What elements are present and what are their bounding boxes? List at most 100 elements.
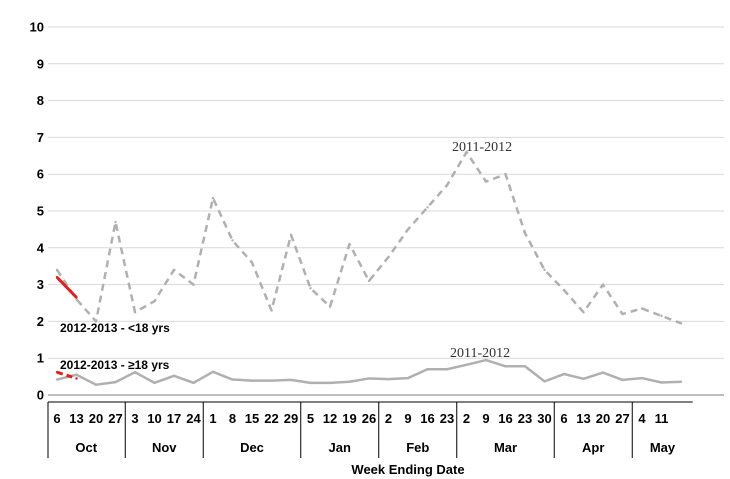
x-tick-label: 26 <box>362 411 376 426</box>
data-point <box>270 309 273 312</box>
data-point <box>289 378 293 382</box>
data-point <box>211 196 215 200</box>
data-point <box>328 381 332 385</box>
data-point <box>231 239 234 242</box>
data-point <box>94 383 98 386</box>
series-line-2 <box>55 276 78 299</box>
data-point <box>192 283 195 286</box>
x-tick-label: 16 <box>498 411 512 426</box>
data-point <box>328 305 332 308</box>
data-point <box>289 233 293 237</box>
y-tick-label: 8 <box>37 93 44 108</box>
month-label: May <box>650 440 676 455</box>
x-tick-label: 4 <box>638 411 646 426</box>
data-point <box>543 380 546 383</box>
x-tick-label: 5 <box>307 411 314 426</box>
x-tick-label: 17 <box>167 411 181 426</box>
data-point <box>153 299 156 303</box>
data-point <box>114 380 117 384</box>
x-tick-label: 15 <box>245 411 259 426</box>
data-point <box>250 379 254 382</box>
y-tick-label: 9 <box>37 56 44 71</box>
data-point <box>309 381 312 385</box>
month-label: Nov <box>152 440 177 455</box>
annotation-2011-2012-adult: 2011-2012 <box>450 346 510 361</box>
data-point <box>504 365 507 368</box>
x-tick-label: 3 <box>131 411 138 426</box>
x-tick-label: 1 <box>209 411 216 426</box>
x-tick-label: 16 <box>420 411 434 426</box>
data-point <box>75 377 78 380</box>
x-axis-title: Week Ending Date <box>351 462 464 477</box>
y-tick-label: 1 <box>37 351 44 366</box>
data-point <box>621 312 624 316</box>
data-point <box>133 370 137 374</box>
y-axis-ticks: 0 1 2 3 4 5 6 7 8 9 10 <box>30 20 45 403</box>
month-label: Apr <box>582 440 604 455</box>
data-point <box>231 378 234 381</box>
data-point <box>133 311 137 314</box>
data-point <box>640 307 644 310</box>
data-point <box>562 372 566 376</box>
data-point <box>484 358 488 362</box>
data-point <box>660 314 663 318</box>
data-point <box>465 363 468 367</box>
data-point <box>211 370 215 374</box>
data-point <box>55 276 59 279</box>
data-point <box>406 228 410 231</box>
data-point <box>270 379 273 382</box>
data-point <box>250 261 254 264</box>
y-tick-label: 2 <box>37 314 44 329</box>
annotation-2012-2013-18-plus: 2012-2013 - ≥18 yrs <box>60 358 170 372</box>
data-point <box>484 180 488 183</box>
data-point <box>660 381 663 384</box>
x-tick-label: 23 <box>440 411 454 426</box>
month-label: Feb <box>406 440 429 455</box>
data-point <box>621 378 624 382</box>
data-point <box>406 376 410 380</box>
data-point <box>445 368 449 371</box>
month-label: Oct <box>75 440 97 455</box>
data-point <box>75 373 78 376</box>
y-tick-label: 6 <box>37 167 44 182</box>
data-point <box>348 242 351 246</box>
x-tick-label: 27 <box>615 411 629 426</box>
data-point <box>543 268 546 272</box>
annotation-2011-2012-pediatric: 2011-2012 <box>452 140 512 155</box>
data-point <box>153 381 156 385</box>
data-point <box>172 268 176 272</box>
series-line-0 <box>55 150 682 325</box>
data-point <box>309 287 312 290</box>
data-point <box>55 268 59 272</box>
x-tick-label: 6 <box>560 411 567 426</box>
data-point <box>426 368 429 371</box>
data-point <box>367 377 371 380</box>
series-layer <box>55 150 683 386</box>
data-point <box>75 298 78 301</box>
data-point <box>504 173 507 176</box>
data-point <box>75 296 78 299</box>
x-tick-label: 24 <box>186 411 201 426</box>
x-tick-label: 20 <box>596 411 610 426</box>
x-tick-label: 9 <box>482 411 489 426</box>
data-point <box>348 380 351 383</box>
data-point <box>465 150 468 154</box>
x-tick-label: 10 <box>147 411 161 426</box>
x-tick-label: 20 <box>89 411 103 426</box>
data-point <box>582 377 585 381</box>
data-point <box>523 231 527 235</box>
data-point <box>562 288 566 292</box>
series-annotations: 2011-2012 2011-2012 2012-2013 - <18 yrs … <box>60 140 512 372</box>
x-tick-label: 13 <box>576 411 590 426</box>
month-label: Jan <box>329 440 351 455</box>
month-label: Dec <box>240 440 264 455</box>
data-point <box>94 320 98 323</box>
data-point <box>367 279 371 283</box>
y-tick-label: 0 <box>37 388 44 403</box>
x-tick-label: 11 <box>655 411 669 426</box>
data-point <box>387 377 390 381</box>
data-point <box>55 378 59 381</box>
x-tick-label: 9 <box>404 411 411 426</box>
